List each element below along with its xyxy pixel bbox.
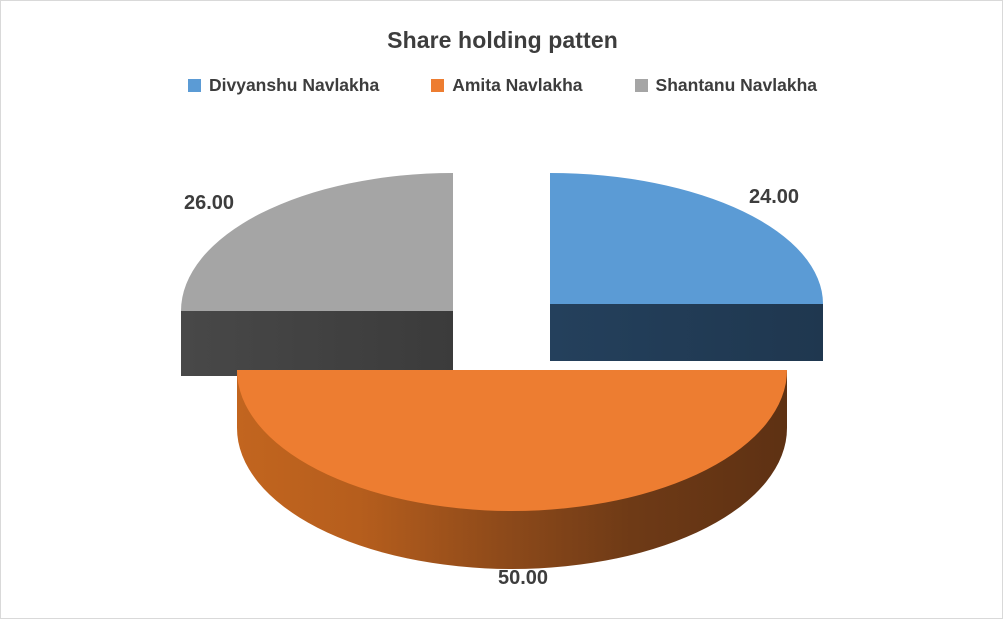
pie-slice-divyanshu-top xyxy=(550,173,823,304)
legend-square-icon xyxy=(634,79,648,92)
pie-slice-shantanu-top xyxy=(181,173,453,311)
data-label-amita: 50.00 xyxy=(498,567,549,589)
legend-square-icon xyxy=(187,79,201,92)
pie-slice-shantanu-side xyxy=(181,311,453,376)
chart-legend: Divyanshu Navlakha Amita Navlakha Shanta… xyxy=(1,75,1002,96)
page-title: Share holding patten xyxy=(387,27,618,53)
pie-slice-shantanu[interactable] xyxy=(181,173,453,376)
data-label-shantanu: 26.00 xyxy=(184,192,235,214)
pie-slice-divyanshu-side xyxy=(550,304,823,361)
legend-item-shantanu[interactable]: Shantanu Navlakha xyxy=(634,75,817,96)
legend-item-label: Shantanu Navlakha xyxy=(655,75,817,95)
pie-slice-divyanshu[interactable] xyxy=(550,173,823,361)
data-label-divyanshu: 24.00 xyxy=(749,186,800,208)
legend-item-label: Divyanshu Navlakha xyxy=(208,75,380,95)
legend-item-amita[interactable]: Amita Navlakha xyxy=(431,75,583,96)
legend-item-divyanshu[interactable]: Divyanshu Navlakha xyxy=(187,75,380,96)
legend-item-label: Amita Navlakha xyxy=(452,75,583,95)
pie-slice-amita[interactable] xyxy=(237,370,787,569)
legend-square-icon xyxy=(431,79,445,92)
pie-slice-amita-top xyxy=(237,370,787,511)
